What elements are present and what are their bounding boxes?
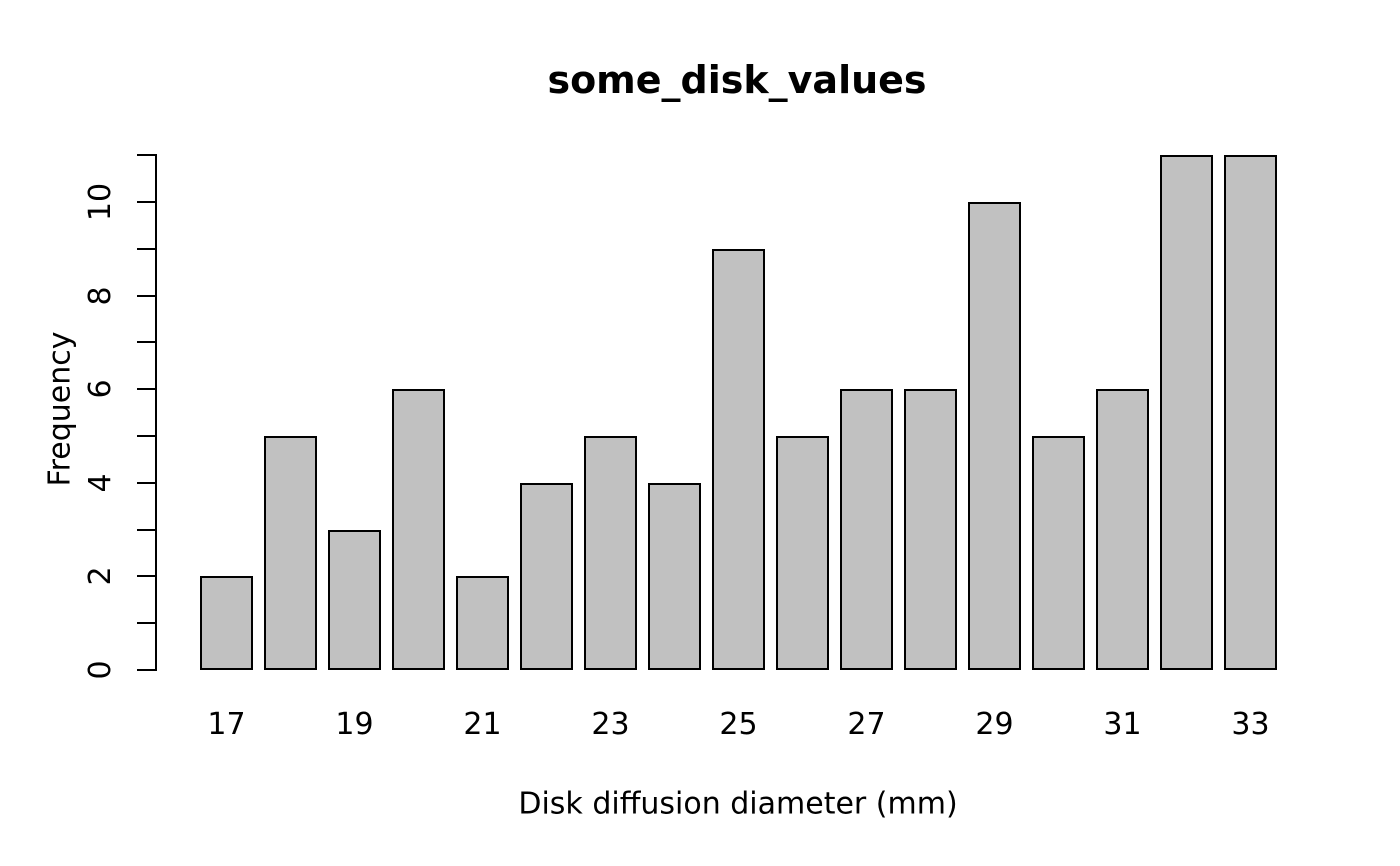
y-tick-label: 8: [83, 286, 118, 306]
histogram-bar-33: [1223, 155, 1278, 670]
x-tick-label: 23: [591, 707, 630, 742]
histogram-bar-23: [583, 436, 638, 670]
chart-title: some_disk_values: [547, 58, 927, 102]
y-axis-tick: [137, 669, 155, 671]
histogram-bar-27: [839, 389, 894, 670]
y-tick-label: 2: [83, 566, 118, 586]
x-axis-label: Disk diffusion diameter (mm): [518, 786, 958, 822]
x-tick-label: 31: [1103, 707, 1142, 742]
histogram-bar-18: [263, 436, 318, 670]
x-tick-label: 19: [335, 707, 374, 742]
histogram-bar-28: [903, 389, 958, 670]
y-tick-label: 0: [83, 660, 118, 680]
y-axis-tick: [137, 247, 155, 250]
histogram-bar-20: [391, 389, 446, 670]
x-tick-label: 25: [719, 707, 758, 742]
x-tick-label: 17: [207, 707, 246, 742]
y-axis-tick: [137, 575, 155, 578]
histogram-bar-25: [711, 248, 766, 670]
histogram-bar-24: [647, 482, 702, 670]
y-tick-label: 4: [83, 473, 118, 493]
x-tick-label: 33: [1231, 707, 1270, 742]
histogram-bar-17: [199, 576, 254, 670]
y-axis-tick: [137, 388, 155, 391]
y-axis-tick: [137, 481, 155, 484]
histogram-bar-32: [1159, 155, 1214, 670]
y-axis-line: [155, 154, 157, 671]
histogram-bar-21: [455, 576, 510, 670]
y-axis-tick: [137, 154, 155, 157]
y-axis-tick: [137, 341, 155, 344]
histogram-bar-31: [1095, 389, 1150, 670]
histogram-bar-19: [327, 529, 382, 670]
y-axis-tick: [137, 528, 155, 531]
y-axis-label: Frequency: [42, 331, 78, 487]
x-tick-label: 21: [463, 707, 502, 742]
y-axis-tick: [137, 435, 155, 437]
x-tick-label: 27: [847, 707, 886, 742]
x-tick-label: 29: [975, 707, 1014, 742]
y-tick-label: 10: [83, 182, 118, 222]
histogram-bar-29: [967, 202, 1022, 670]
histogram-bar-26: [775, 436, 830, 670]
y-tick-label: 6: [83, 379, 118, 399]
y-axis-tick: [137, 201, 155, 203]
histogram-bar-22: [519, 482, 574, 670]
histogram-bar-30: [1031, 436, 1086, 670]
y-axis-tick: [137, 622, 155, 625]
y-axis-tick: [137, 294, 155, 297]
